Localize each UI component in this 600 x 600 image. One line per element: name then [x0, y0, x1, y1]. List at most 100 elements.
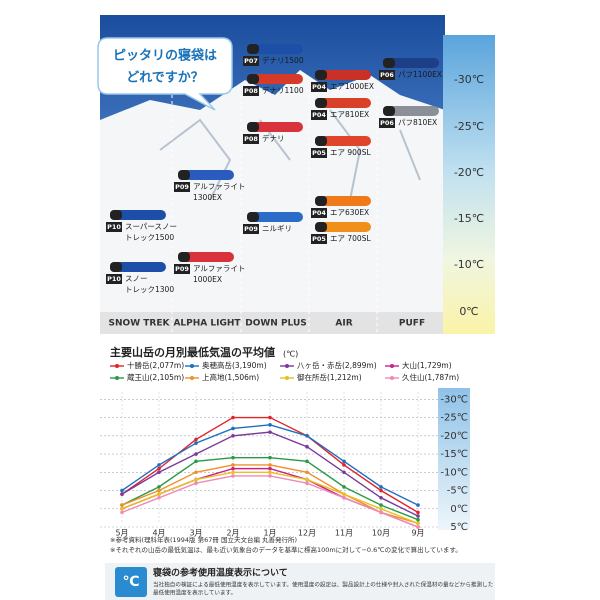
product-name: 1300EX — [193, 193, 222, 202]
bag-end — [247, 44, 259, 54]
product-code: P04 — [312, 111, 326, 119]
code-box — [311, 110, 327, 120]
legend-label: 御在所岳(1,212m) — [297, 372, 362, 382]
bag — [247, 212, 303, 222]
legend-label: 奥穂高岳(3,190m) — [202, 360, 267, 370]
product-code: P05 — [312, 149, 326, 157]
point — [305, 444, 309, 449]
x-tick-label: 4月 — [152, 529, 165, 538]
product-name: アルファライト — [193, 182, 245, 191]
legend-label: 久住山(1,787m) — [402, 372, 459, 382]
product-name: エア810EX — [330, 110, 369, 119]
legend-dot — [115, 376, 119, 380]
bag-end — [315, 70, 327, 80]
point — [268, 430, 272, 434]
legend-label: 蔵王山(2,105m) — [127, 372, 184, 382]
scale-label: -25℃ — [454, 120, 484, 133]
x-tick-label: 10月 — [372, 529, 390, 538]
legend-dot — [190, 376, 194, 380]
point — [268, 423, 272, 427]
legend-dot — [285, 364, 289, 368]
product-code: P08 — [244, 135, 258, 143]
column-label: SNOW TREK — [109, 319, 171, 329]
bag — [247, 122, 303, 132]
point — [157, 466, 161, 471]
point — [268, 466, 272, 471]
bag — [178, 170, 234, 180]
code-box — [311, 148, 327, 158]
info-title: 寝袋の参考使用温度表示について — [153, 567, 288, 579]
point — [120, 510, 124, 515]
point — [416, 510, 420, 515]
bag-end — [247, 212, 259, 222]
point — [194, 481, 198, 486]
point — [231, 426, 235, 431]
point — [120, 503, 124, 507]
point — [157, 496, 161, 500]
point — [342, 463, 346, 467]
bag-end — [315, 196, 327, 206]
product-name: エア 700SL — [330, 234, 371, 243]
point — [120, 488, 124, 493]
axis-band — [438, 388, 470, 530]
bag-end — [110, 262, 122, 272]
bubble-text: ピッタリの寝袋は — [113, 48, 217, 64]
point — [342, 492, 346, 496]
y-tick-label: -10℃ — [440, 467, 468, 478]
legend-label: 大山(1,729m) — [402, 360, 452, 370]
legend-label: 十勝岳(2,077m) — [127, 360, 184, 370]
x-tick-label: 3月 — [189, 529, 202, 538]
product-name: デナリ1500 — [262, 55, 304, 65]
x-tick-label: 5月 — [115, 529, 128, 538]
point — [268, 455, 272, 460]
code-box — [311, 82, 327, 92]
code-box — [311, 208, 327, 218]
column-label: PUFF — [399, 319, 425, 329]
code-box — [243, 86, 259, 96]
bubble-text: どれですか？ — [126, 71, 204, 86]
point — [305, 481, 309, 486]
column-label: DOWN PLUS — [245, 319, 307, 329]
legend-dot — [390, 364, 394, 368]
product-code: P05 — [312, 235, 326, 243]
point — [305, 470, 309, 475]
point — [268, 474, 272, 478]
bag-end — [110, 210, 122, 220]
product-code: P04 — [312, 209, 326, 217]
y-tick-label: 0℃ — [450, 504, 468, 515]
point — [194, 452, 198, 456]
scale-label: 0℃ — [459, 305, 478, 318]
point — [120, 506, 124, 511]
point — [342, 485, 346, 489]
point — [194, 470, 198, 475]
product-name: トレック1500 — [125, 233, 174, 242]
chart-title: 主要山岳の月別最低気温の平均値 — [110, 345, 275, 359]
product-name: アルファライト — [193, 264, 245, 273]
point — [231, 455, 235, 460]
product-name: スーパースノー — [125, 222, 177, 231]
point — [416, 521, 420, 526]
point — [194, 437, 198, 442]
legend-dot — [285, 376, 289, 380]
product-name: パフ1100EX — [398, 70, 442, 79]
point — [379, 488, 383, 493]
x-tick-label: 1月 — [263, 529, 276, 538]
bag-end — [315, 222, 327, 232]
bag — [315, 222, 371, 232]
info-text: 最低使用温度を表示しています。 — [153, 589, 236, 597]
product-name: ニルギリ — [262, 224, 292, 233]
column-label: AIR — [335, 319, 352, 329]
y-tick-label: -5℃ — [447, 486, 468, 497]
note: ※参考資料(理科年表(1994版 第67冊 国立天文台編 丸善発行所) — [110, 535, 297, 544]
point — [416, 525, 420, 529]
code-box — [106, 274, 122, 284]
product-name: デナリ — [262, 133, 285, 143]
point — [379, 510, 383, 515]
point — [416, 517, 420, 522]
product-code: P09 — [244, 225, 258, 233]
point — [157, 470, 161, 475]
product-name: エア1000EX — [330, 82, 374, 91]
product-code: P08 — [244, 87, 258, 95]
note: ※それぞれの山岳の最低気温は、最も近い気象台のデータを基準に標高100mに対して… — [110, 545, 462, 554]
info-box — [105, 563, 495, 600]
